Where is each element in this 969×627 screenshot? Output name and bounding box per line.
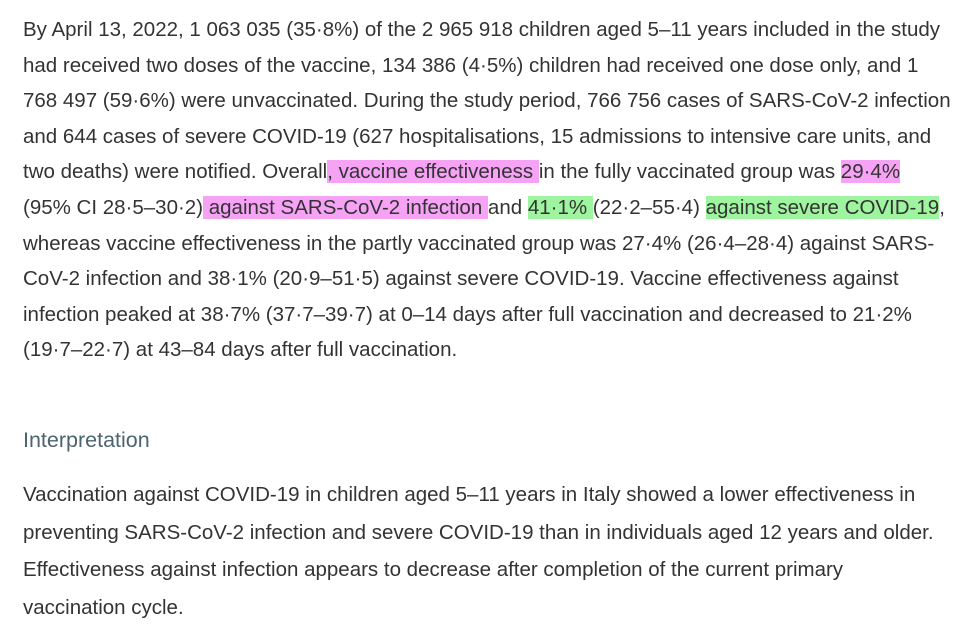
findings-text-3: (95% CI 28·5–30·2): [23, 195, 204, 219]
interpretation-heading: Interpretation: [23, 428, 150, 452]
findings-paragraph: By April 13, 2022, 1 063 035 (35·8%) of …: [23, 12, 953, 368]
findings-text-1: By April 13, 2022, 1 063 035 (35·8%) of …: [23, 18, 951, 184]
highlight-against-severe-covid: against severe COVID-19: [705, 195, 940, 219]
findings-text-4: and: [487, 195, 528, 219]
highlight-vaccine-effectiveness: , vaccine effectiveness: [327, 160, 539, 184]
highlight-effectiveness-value-severe: 41·1%: [527, 195, 593, 219]
highlight-effectiveness-value-infection: 29·4%: [840, 160, 901, 184]
findings-text-5: (22·2–55·4): [592, 195, 706, 219]
highlight-against-infection: against SARS-CoV-2 infection: [203, 195, 488, 219]
findings-text-6: , whereas vaccine effectiveness in the p…: [23, 195, 945, 362]
interpretation-paragraph: Vaccination against COVID-19 in children…: [23, 483, 934, 620]
findings-text-2: in the fully vaccinated group was: [538, 160, 841, 184]
